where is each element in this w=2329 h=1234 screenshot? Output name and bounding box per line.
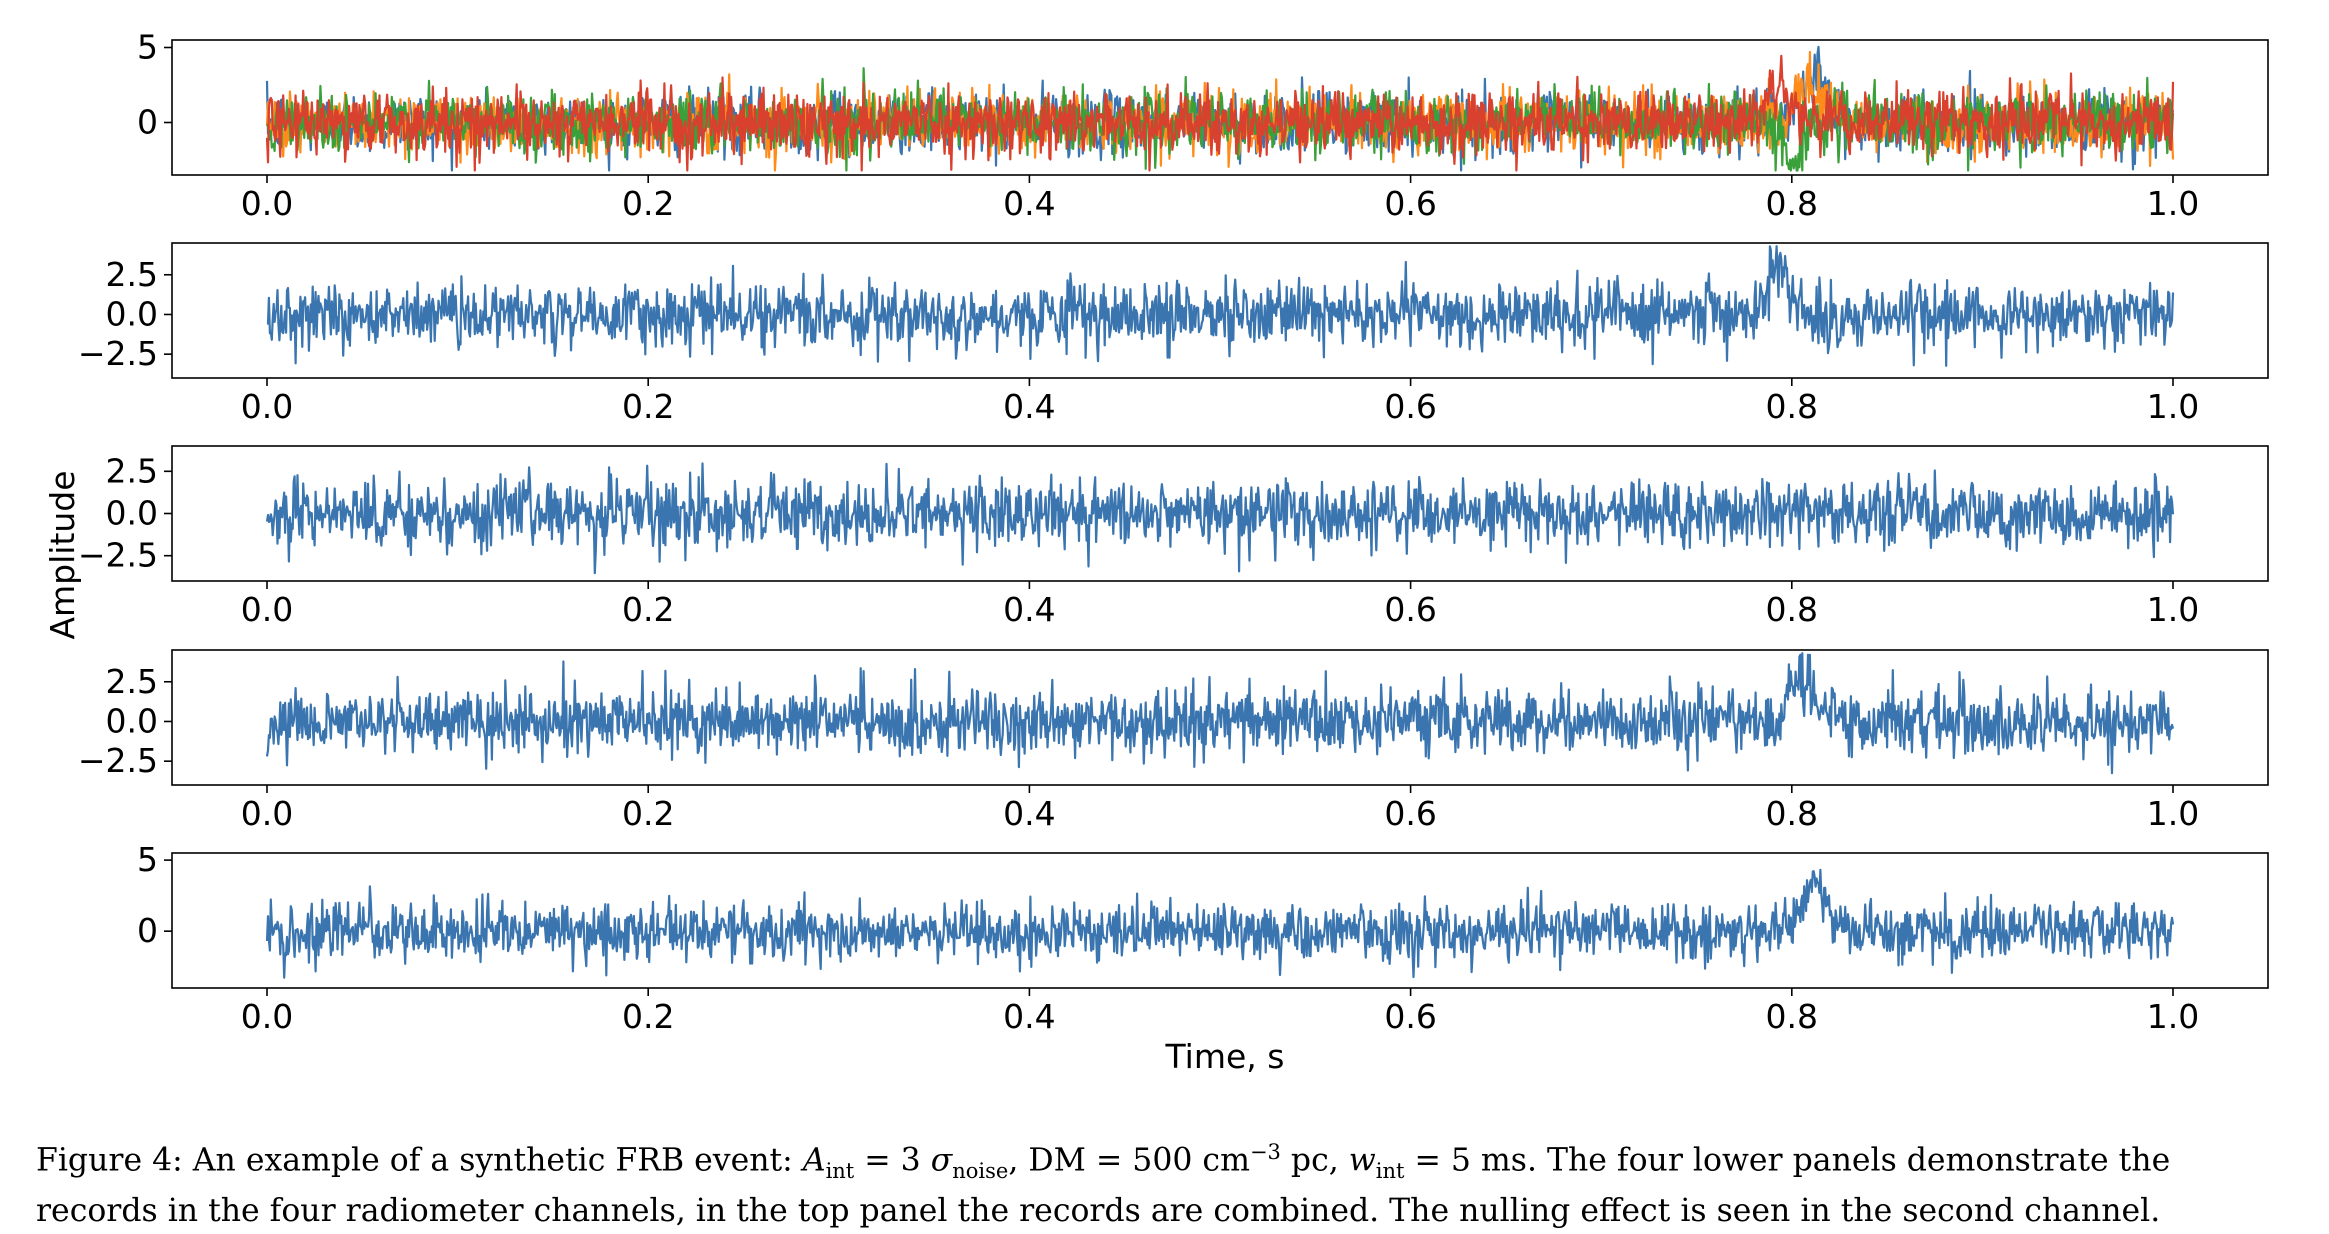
x-tick-label: 0.0	[241, 794, 293, 833]
panel-channel-3: 0.0 0.2 0.4 0.6 0.8 1.0−2.50.02.5	[78, 649, 2269, 833]
y-tick-label: 0	[137, 103, 158, 142]
figure-chart: 0.0 0.2 0.4 0.6 0.8 1.0 0 5 0.0 0.2 0.4 0.6 0.8 1.0 −2…	[43, 28, 2269, 1076]
x-tick-label: 0.6	[1384, 997, 1436, 1036]
x-axis-label: Time, s	[1165, 1037, 1285, 1076]
caption-text: , DM = 500 cm	[1008, 1142, 1250, 1179]
x-tick-label: 0.4	[1003, 794, 1055, 833]
caption-sub: int	[1375, 1158, 1405, 1183]
x-tick-label: 0.2	[622, 387, 674, 426]
series-line-channel-4	[265, 54, 2175, 172]
y-tick-label: 5	[137, 28, 158, 67]
x-tick-label: 0.8	[1766, 590, 1818, 629]
caption-text: An example of a synthetic FRB event:	[192, 1142, 803, 1179]
series-line-channel-3	[265, 652, 2175, 775]
panel-channel-4: 0.0 0.2 0.4 0.6 0.8 1.0 0 5	[137, 840, 2269, 1036]
series-line-channel-1	[266, 245, 2175, 367]
series-line-channel-2	[265, 462, 2175, 575]
x-tick-label: 0.4	[1003, 387, 1055, 426]
x-tick-label: 0.0	[241, 387, 293, 426]
y-tick-label: 0.0	[106, 494, 158, 533]
y-tick-label: −2.5	[78, 334, 158, 373]
x-tick-label: 1.0	[2147, 387, 2199, 426]
caption-text: = 5 ms. The four lower panels demonstrat…	[1404, 1142, 2171, 1179]
panel-combined: 0.0 0.2 0.4 0.6 0.8 1.0 0 5	[137, 28, 2269, 223]
y-tick-label: −2.5	[78, 536, 158, 575]
y-tick-label: 0.0	[106, 294, 158, 333]
caption-text: pc,	[1280, 1142, 1349, 1179]
x-tick-label: 0.6	[1384, 794, 1436, 833]
x-tick-label: 0.2	[622, 794, 674, 833]
x-tick-label: 1.0	[2147, 997, 2199, 1036]
x-tick-label: 0.6	[1384, 184, 1436, 223]
x-tick-label: 0.4	[1003, 590, 1055, 629]
y-tick-label: 2.5	[106, 451, 158, 490]
y-tick-label: 0.0	[106, 701, 158, 740]
axes-frame	[171, 649, 2269, 786]
panel-channel-2: 0.0 0.2 0.4 0.6 0.8 1.0−2.50.02.5	[78, 445, 2269, 629]
panels-group: 0.0 0.2 0.4 0.6 0.8 1.0 0 5 0.0 0.2 0.4 0.6 0.8 1.0 −2…	[78, 28, 2269, 1036]
y-tick-label: 2.5	[106, 662, 158, 701]
x-tick-label: 0.2	[622, 997, 674, 1036]
caption-symbol-sigma: σ	[930, 1142, 953, 1179]
y-tick-label: 2.5	[106, 255, 158, 294]
x-tick-label: 1.0	[2147, 590, 2199, 629]
caption-sub: int	[825, 1158, 855, 1183]
x-tick-label: 1.0	[2147, 184, 2199, 223]
caption-text: = 3	[854, 1142, 931, 1179]
caption-line-1: Figure 4: An example of a synthetic FRB …	[36, 1132, 2306, 1191]
x-tick-label: 0.2	[622, 590, 674, 629]
x-tick-label: 1.0	[2147, 794, 2199, 833]
x-tick-label: 0.8	[1766, 387, 1818, 426]
y-tick-label: 5	[137, 840, 158, 879]
caption-label: Figure 4:	[36, 1142, 183, 1179]
x-tick-label: 0.4	[1003, 997, 1055, 1036]
x-tick-label: 0.0	[241, 997, 293, 1036]
axes-frame	[171, 852, 2269, 989]
x-tick-label: 0.4	[1003, 184, 1055, 223]
x-tick-label: 0.8	[1766, 794, 1818, 833]
figure-caption: Figure 4: An example of a synthetic FRB …	[36, 1132, 2306, 1231]
x-tick-label: 0.0	[241, 184, 293, 223]
x-tick-label: 0.8	[1766, 184, 1818, 223]
x-tick-label: 0.2	[622, 184, 674, 223]
y-axis-label: Amplitude	[43, 470, 82, 639]
caption-symbol-w: w	[1348, 1142, 1376, 1179]
axes-frame	[171, 242, 2269, 379]
caption-sup: −3	[1249, 1140, 1281, 1164]
panel-channel-1: 0.0 0.2 0.4 0.6 0.8 1.0−2.50.02.5	[78, 242, 2269, 426]
x-tick-label: 0.0	[241, 590, 293, 629]
x-tick-label: 0.8	[1766, 997, 1818, 1036]
x-tick-label: 0.6	[1384, 387, 1436, 426]
series-line-channel-4	[265, 868, 2175, 979]
y-tick-label: 0	[137, 911, 158, 950]
caption-symbol-a: A	[802, 1142, 826, 1179]
axes-frame	[171, 39, 2269, 176]
x-tick-label: 0.6	[1384, 590, 1436, 629]
caption-line-2: records in the four radiometer channels,…	[36, 1192, 2161, 1229]
y-tick-label: −2.5	[78, 741, 158, 780]
caption-sub: noise	[952, 1158, 1009, 1183]
